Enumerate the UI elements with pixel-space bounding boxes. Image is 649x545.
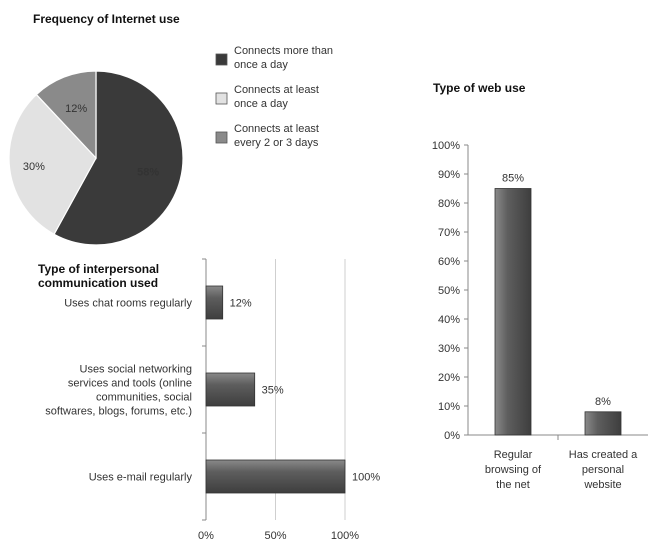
pie-slice [35,70,97,160]
category-label: Uses social networking services and tools… [45,364,192,418]
y-tick-label: 50% [438,285,460,297]
bar-value-label: 35% [262,385,284,397]
category-label: Uses chat rooms regularly [64,298,192,310]
comm-chart-bars: 12% 35% 100% [205,285,380,494]
bar-value-label: 8% [595,396,611,408]
category-label: Uses e-mail regularly [89,472,193,484]
legend-label: Connects at least once a day [234,84,319,110]
bar [205,285,224,320]
pie-slice-label: 58% [137,166,159,178]
y-tick-label: 80% [438,198,460,210]
bar-value-label: 100% [352,472,380,484]
legend-label: Connects at least every 2 or 3 days [234,123,319,149]
y-tick-label: 100% [432,140,460,152]
pie-slice [53,70,184,246]
web-chart-axes [464,144,648,440]
x-tick-label: 0% [198,530,214,540]
bar [584,411,622,436]
legend-swatch [215,92,228,105]
communication-bar-chart: Type of interpersonal communication used… [38,258,380,542]
y-tick-label: 70% [438,227,460,239]
web-chart-category-labels: Regular browsing of the net Has created a pe… [485,449,638,491]
bar [494,188,532,436]
bar-value-label: 85% [502,173,524,185]
y-tick-label: 60% [438,256,460,268]
pie-chart: Frequency of Internet use 58% 30% 12% Conn… [8,12,333,246]
pie-slice-labels: 58% 30% 12% [23,103,160,179]
bar [205,459,346,494]
pie-slice-label: 30% [23,161,45,173]
y-tick-label: 90% [438,169,460,181]
bar-value-label: 12% [230,298,252,310]
bar [205,372,256,407]
pie-slice-label: 12% [65,103,87,115]
web-use-bar-chart: Type of web use 0% 10% 20% 30% 40% 50% 60% 70% 8… [432,81,648,491]
y-tick-label: 40% [438,314,460,326]
x-tick-label: 50% [264,530,286,540]
comm-chart-title-line-1: Type of interpersonal [38,262,159,276]
comm-chart-title-line-2: communication used [38,276,158,290]
pie-slices [8,70,184,246]
y-tick-label: 20% [438,372,460,384]
category-label: Has created a personal website [569,449,638,491]
y-tick-label: 0% [444,430,460,442]
comm-chart-x-ticks: 0% 50% 100% [198,530,359,542]
comm-chart-category-labels: Uses chat rooms regularly Uses social net… [45,298,192,484]
pie-legend: Connects more than once a day Connects at … [215,45,333,149]
y-tick-label: 10% [438,401,460,413]
legend-label: Connects more than once a day [234,45,333,71]
y-tick-label: 30% [438,343,460,355]
legend-swatch [215,131,228,144]
category-label: Regular browsing of the net [485,449,542,491]
web-chart-bars: 85% 8% [494,173,622,436]
pie-chart-title: Frequency of Internet use [33,12,180,26]
legend-swatch [215,53,228,66]
web-chart-title: Type of web use [433,81,526,95]
x-tick-label: 100% [331,530,359,540]
web-chart-y-ticks: 0% 10% 20% 30% 40% 50% 60% 70% 80% 90% 100% [432,140,460,442]
pie-slice [8,93,97,236]
